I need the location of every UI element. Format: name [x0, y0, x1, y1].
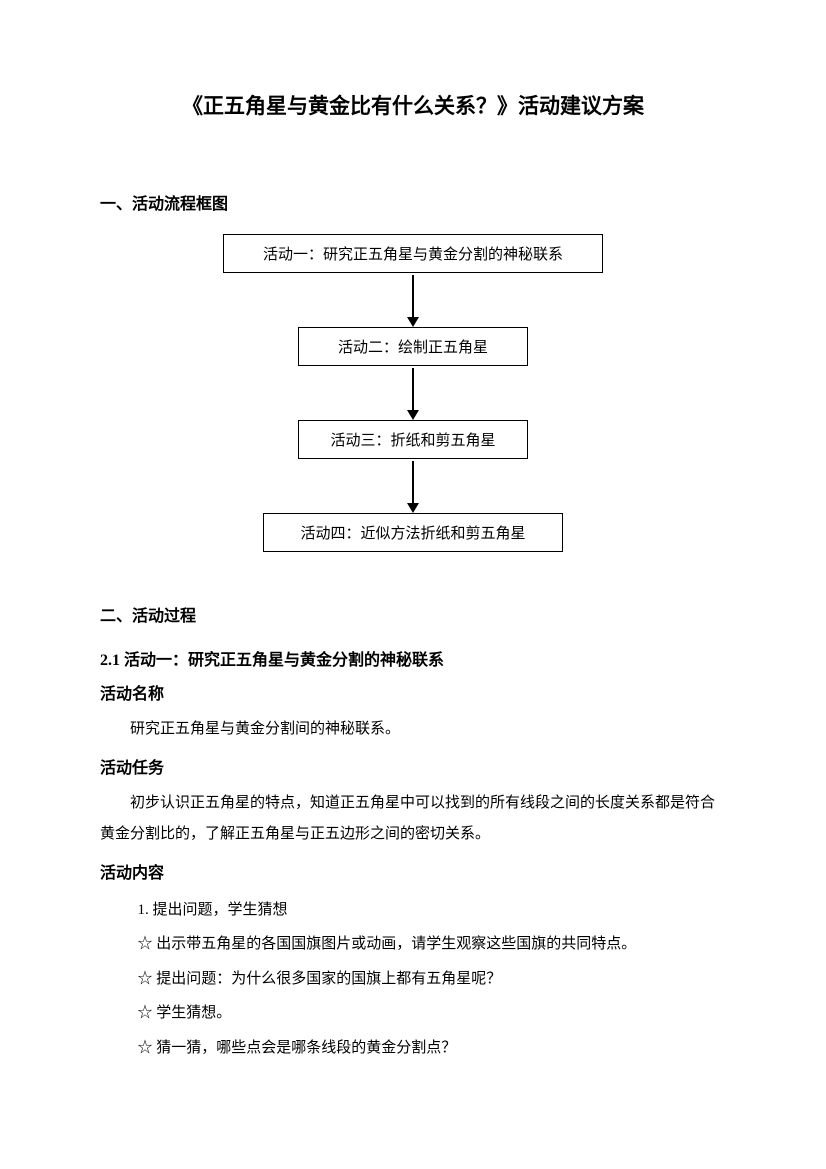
activity-content-label: 活动内容 [100, 859, 726, 883]
flow-node-4: 活动四：近似方法折纸和剪五角星 [263, 513, 563, 552]
flow-arrow [412, 461, 414, 511]
list-item: 1. 提出问题，学生猜想 [100, 893, 726, 928]
flow-arrow [412, 275, 414, 325]
section-2-heading: 二、活动过程 [100, 602, 726, 626]
flow-arrow [412, 368, 414, 418]
flowchart-container: 活动一：研究正五角星与黄金分割的神秘联系 活动二：绘制正五角星 活动三：折纸和剪… [100, 234, 726, 552]
list-item: ☆ 学生猜想。 [100, 996, 726, 1031]
activity-name-label: 活动名称 [100, 680, 726, 704]
activity-task-label: 活动任务 [100, 754, 726, 778]
document-title: 《正五角星与黄金比有什么关系？》活动建议方案 [100, 90, 726, 120]
subsection-heading: 2.1 活动一：研究正五角星与黄金分割的神秘联系 [100, 646, 726, 670]
flow-node-3: 活动三：折纸和剪五角星 [298, 420, 528, 459]
section-1-heading: 一、活动流程框图 [100, 190, 726, 214]
flow-node-2: 活动二：绘制正五角星 [298, 327, 528, 366]
list-item: ☆ 猜一猜，哪些点会是哪条线段的黄金分割点？ [100, 1031, 726, 1066]
activity-task-text: 初步认识正五角星的特点，知道正五角星中可以找到的所有线段之间的长度关系都是符合黄… [100, 788, 726, 851]
list-item: ☆ 出示带五角星的各国国旗图片或动画，请学生观察这些国旗的共同特点。 [100, 927, 726, 962]
activity-name-text: 研究正五角星与黄金分割间的神秘联系。 [100, 714, 726, 746]
flow-node-1: 活动一：研究正五角星与黄金分割的神秘联系 [223, 234, 603, 273]
list-item: ☆ 提出问题：为什么很多国家的国旗上都有五角星呢？ [100, 962, 726, 997]
